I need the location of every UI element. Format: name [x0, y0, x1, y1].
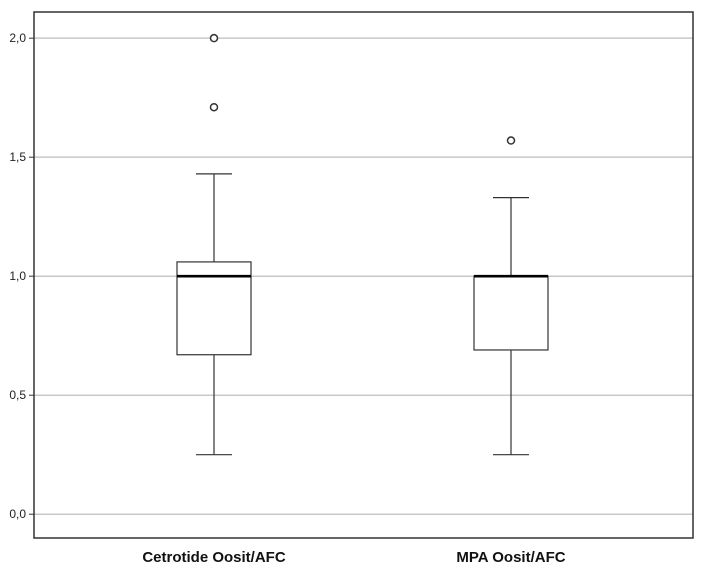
y-tick-label: 0,0: [9, 507, 26, 521]
plot-frame: [33, 11, 694, 539]
x-category-label: Cetrotide Oosit/AFC: [142, 549, 286, 566]
box-plot-1: [176, 33, 252, 456]
y-tick-label: 1,5: [9, 150, 26, 164]
y-axis-ticks: 0,0 0,5 1,0 1,5 2,0: [9, 31, 34, 521]
x-category-label: MPA Oosit/AFC: [456, 549, 565, 566]
outlier-point: [209, 33, 219, 43]
y-tick-label: 0,5: [9, 388, 26, 402]
outlier-point: [506, 136, 516, 145]
iqr-box: [473, 275, 549, 351]
grid-lines: [34, 37, 693, 515]
y-tick-label: 2,0: [9, 31, 26, 45]
box-plot-2: [473, 136, 549, 456]
y-tick-label: 1,0: [9, 269, 26, 283]
box-plots: [176, 33, 549, 456]
x-axis-category-labels: Cetrotide Oosit/AFC MPA Oosit/AFC: [142, 549, 565, 566]
outlier-point: [209, 102, 219, 112]
